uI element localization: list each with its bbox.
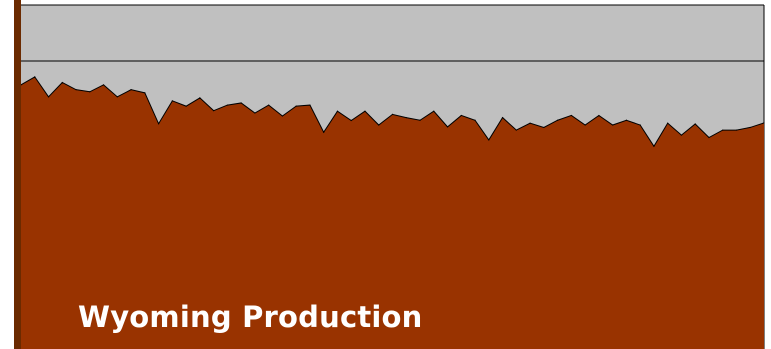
production-area [21,76,764,349]
data-point [419,119,421,121]
data-point [639,124,641,126]
data-point [226,104,228,106]
data-point [433,110,435,112]
left-accent-bar [14,0,21,349]
data-point [171,100,173,102]
data-point [735,129,738,131]
data-point [584,124,586,126]
data-point [199,97,201,99]
data-point [570,114,572,117]
data-point [694,123,696,125]
data-point [350,119,352,122]
data-point [557,119,559,121]
data-point [130,89,132,91]
data-point [722,129,724,131]
data-point [446,126,449,128]
data-point [488,139,490,141]
data-point [281,115,284,117]
data-point [763,122,765,124]
data-point [89,91,91,93]
data-point [323,131,325,133]
data-point [336,110,339,112]
data-points [20,76,765,147]
data-point [749,126,751,129]
data-point [75,89,77,91]
data-point [240,102,242,104]
data-point [378,124,380,126]
data-point [529,122,531,124]
data-point [116,96,118,98]
data-point [460,114,462,117]
data-point [653,145,655,147]
chart-title: Wyoming Production [78,300,423,334]
data-point [667,122,669,124]
data-point [501,116,504,119]
data-point [309,104,311,106]
data-point [254,112,256,114]
data-point [34,76,36,78]
data-point [185,105,187,107]
data-point [144,92,146,94]
data-point [405,116,407,119]
data-point [598,114,600,117]
data-point [708,136,710,139]
data-point [364,110,366,112]
data-point [474,119,476,121]
data-point [515,129,517,131]
data-point [47,96,50,98]
data-point [543,126,545,129]
data-point [268,104,270,106]
data-point [157,123,160,125]
data-point [612,124,614,126]
data-point [391,113,394,115]
data-point [61,81,63,84]
data-point [295,105,297,107]
data-point [680,134,683,136]
data-point [102,84,105,86]
data-point [625,119,628,121]
data-point [213,110,215,112]
